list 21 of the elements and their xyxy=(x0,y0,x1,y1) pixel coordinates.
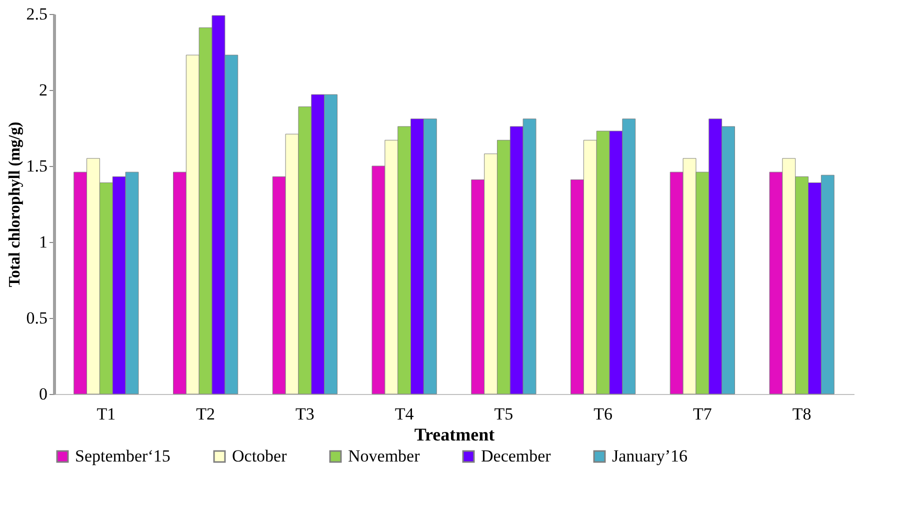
legend-label: December xyxy=(481,446,552,466)
y-tick-label: 0.5 xyxy=(26,308,48,328)
legend-label: September‘15 xyxy=(75,446,170,466)
x-tick-label: T5 xyxy=(494,404,514,424)
x-tick-label: T3 xyxy=(295,404,314,424)
legend-label: January’16 xyxy=(612,446,688,466)
y-tick-label: 1 xyxy=(39,232,48,252)
legend-label: October xyxy=(232,446,288,466)
x-tick-label: T4 xyxy=(394,404,414,424)
x-tick-label: T2 xyxy=(196,404,215,424)
y-axis-title: Total chlorophyll (mg/g) xyxy=(6,122,24,288)
y-tick-label: 2.5 xyxy=(26,4,48,24)
x-axis-title: Treatment xyxy=(414,424,495,444)
x-tick-label: T6 xyxy=(594,404,613,424)
x-tick-label: T8 xyxy=(792,404,812,424)
x-tick-label: T7 xyxy=(693,404,712,424)
legend-label: November xyxy=(348,446,420,466)
x-tick-label: T1 xyxy=(96,404,116,424)
y-tick-label: 2 xyxy=(39,80,48,100)
y-tick-label: 1.5 xyxy=(26,156,48,176)
y-tick-label: 0 xyxy=(39,384,48,404)
